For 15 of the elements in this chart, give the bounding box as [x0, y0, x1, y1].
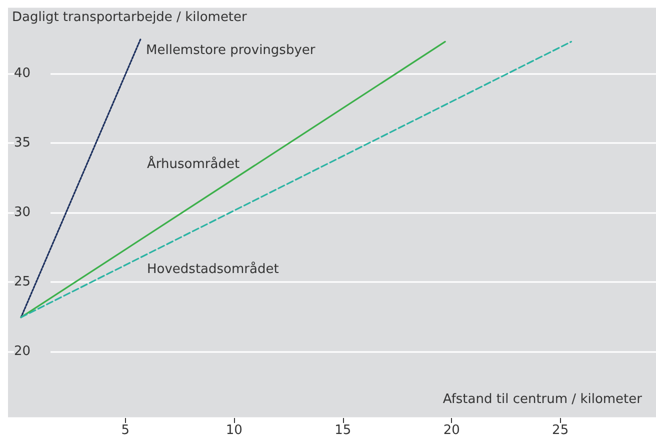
- y-tick-label: 40: [14, 66, 31, 82]
- x-axis-title: Afstand til centrum / kilometer: [442, 392, 643, 407]
- y-tick-label: 35: [14, 136, 31, 151]
- x-tick-label: 10: [226, 423, 242, 437]
- series-label: Hovedstadsområdet: [147, 261, 279, 277]
- x-tick-label: 20: [443, 423, 460, 437]
- x-tick-label: 5: [121, 423, 130, 437]
- y-tick-label: 25: [14, 274, 31, 290]
- y-tick-label: 20: [14, 344, 31, 359]
- y-tick-label: 30: [14, 205, 31, 220]
- y-axis-title: Dagligt transportarbejde / kilometer: [12, 10, 248, 25]
- x-tick-label: 25: [552, 423, 569, 437]
- x-tick-label: 15: [334, 423, 352, 437]
- series-label: Mellemstore provingsbyer: [146, 43, 316, 58]
- series-label: Århusområdet: [147, 155, 240, 172]
